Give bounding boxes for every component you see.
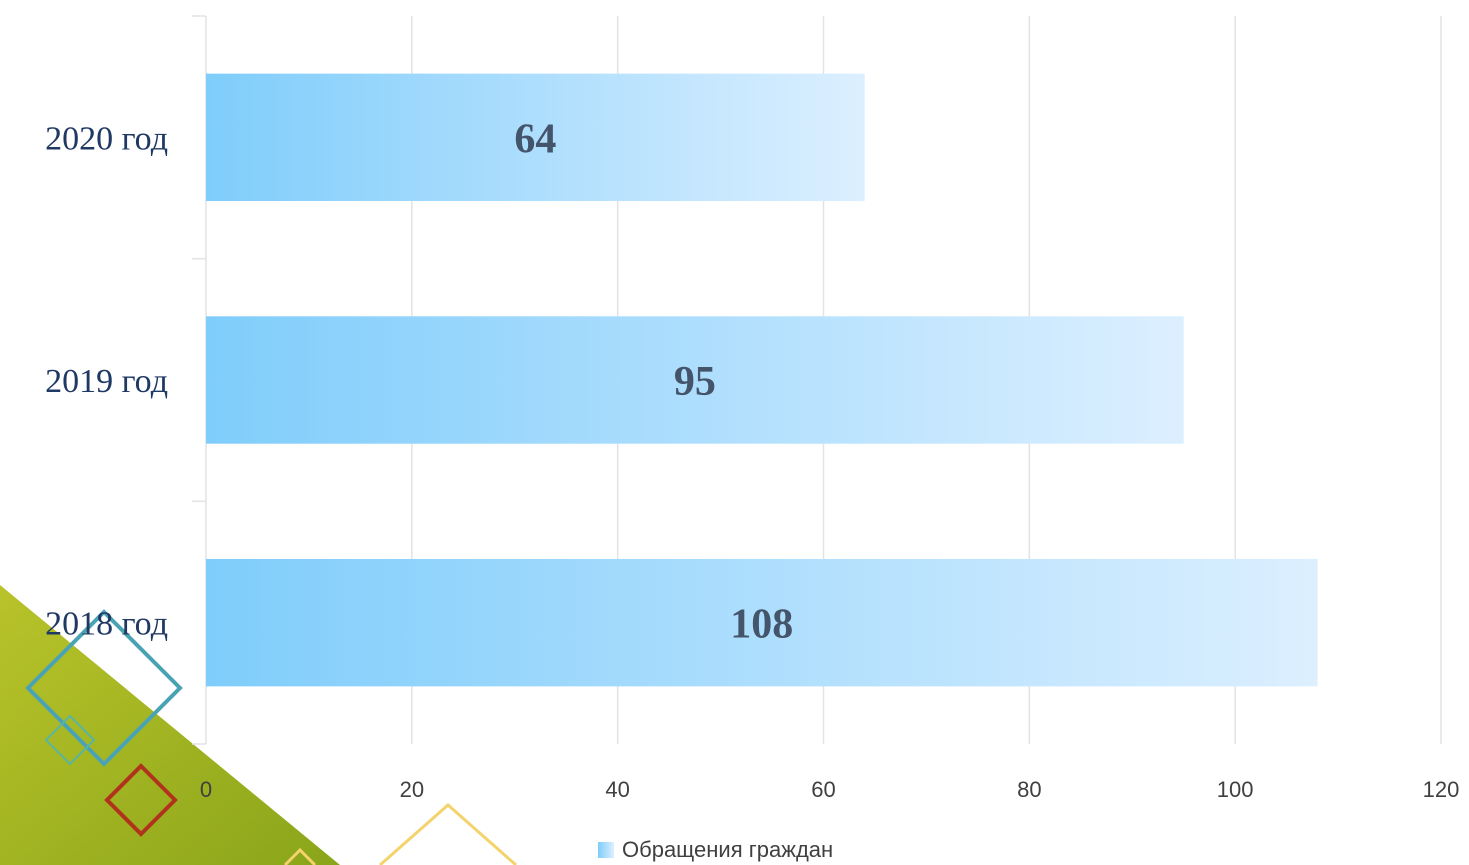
teal-diamond-small [44,714,96,766]
bar [206,73,865,202]
legend-label: Обращения граждан [622,837,834,862]
category-label: 2019 год [45,363,168,400]
x-tick-label: 100 [1217,777,1254,802]
x-tick-label: 120 [1423,777,1460,802]
yellow-diamond-outline [379,802,517,865]
x-tick-label: 80 [1017,777,1041,802]
green-triangle-shape [0,585,340,865]
legend: Обращения граждан [598,837,833,863]
bar [206,316,1184,444]
category-label: 2020 год [45,120,168,157]
legend-swatch [598,842,614,858]
category-label: 2018 год [45,606,168,643]
red-diamond [104,763,178,837]
bar [206,558,1318,687]
x-axis-tick-labels: 0 20 40 60 80 100 120 [200,777,1459,802]
data-label: 95 [674,359,716,405]
x-tick-label: 20 [400,777,424,802]
category-labels: 2020 год 2019 год 2018 год [45,120,168,642]
yellow-diamond-small [283,847,317,865]
data-label: 64 [514,116,556,162]
x-tick-label: 0 [200,777,212,802]
x-tick-label: 60 [811,777,835,802]
data-label: 108 [730,602,793,648]
x-tick-label: 40 [605,777,629,802]
teal-diamond-large [25,609,183,767]
bars: 64 95 108 [206,73,1318,687]
